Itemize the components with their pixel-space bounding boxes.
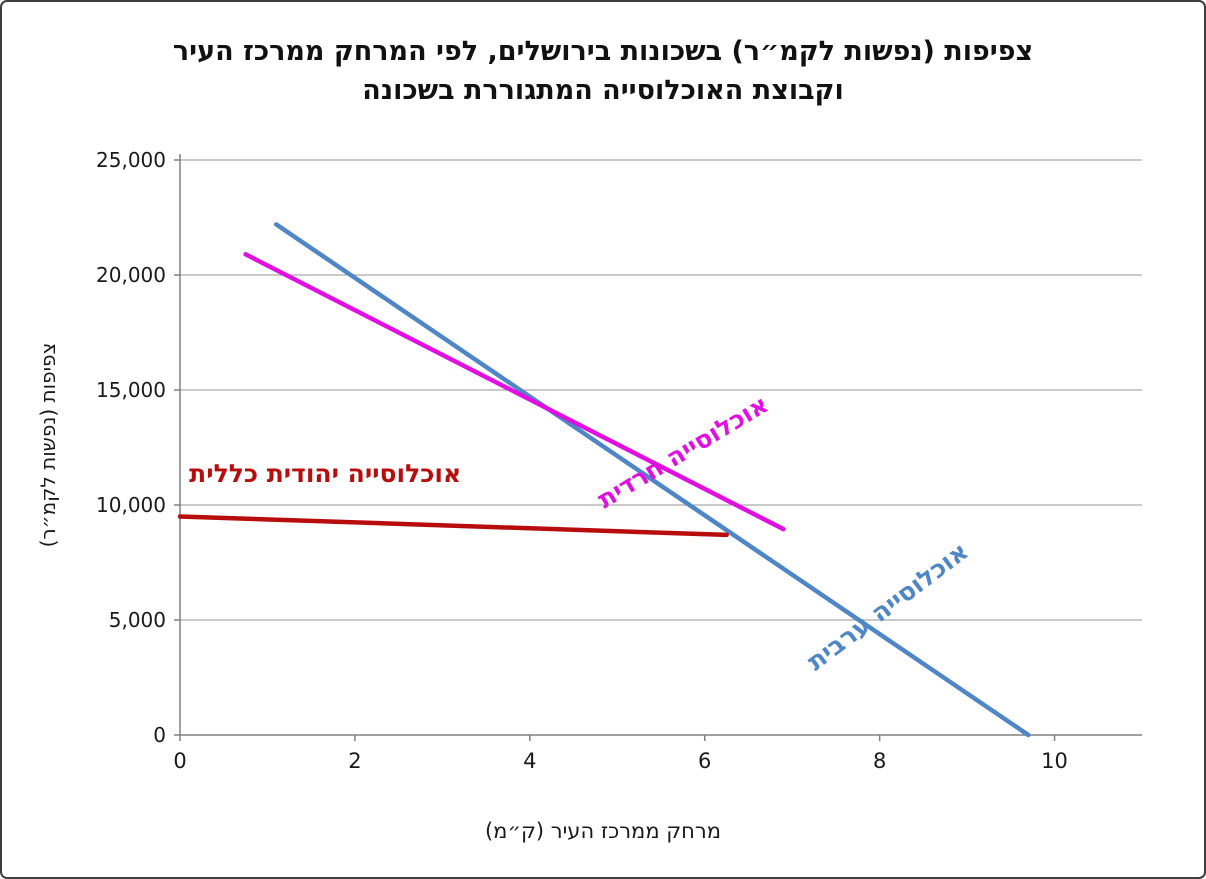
series-line [177,514,729,538]
y-tick-label: 20,000 [96,263,166,287]
x-tick-label: 6 [698,749,711,773]
x-tick-label: 8 [873,749,886,773]
series-line [273,222,1031,738]
x-tick-label: 4 [523,749,536,773]
y-tick-label: 0 [153,723,166,747]
series-inline-label: אוכלוסייה ערבית [802,536,974,676]
series-inline-label: אוכלוסייה חרדית [592,389,773,514]
x-axis-title: מרחק ממרכז העיר (ק״מ) [484,819,721,843]
series-line [243,252,786,532]
x-tick-label: 10 [1041,749,1068,773]
series-inline-label: אוכלוסייה יהודית כללית [189,459,461,488]
chart-title: צפיפות (נפשות לקמ״ר) בשכונות בירושלים, ל… [172,36,1034,107]
y-tick-label: 10,000 [96,493,166,517]
y-tick-label: 25,000 [96,148,166,172]
y-axis-title: צפיפות (נפשות לקמ״ר) [36,342,60,548]
x-tick-label: 2 [348,749,361,773]
y-tick-label: 15,000 [96,378,166,402]
y-tick-label: 5,000 [109,608,166,632]
x-tick-label: 0 [173,749,186,773]
